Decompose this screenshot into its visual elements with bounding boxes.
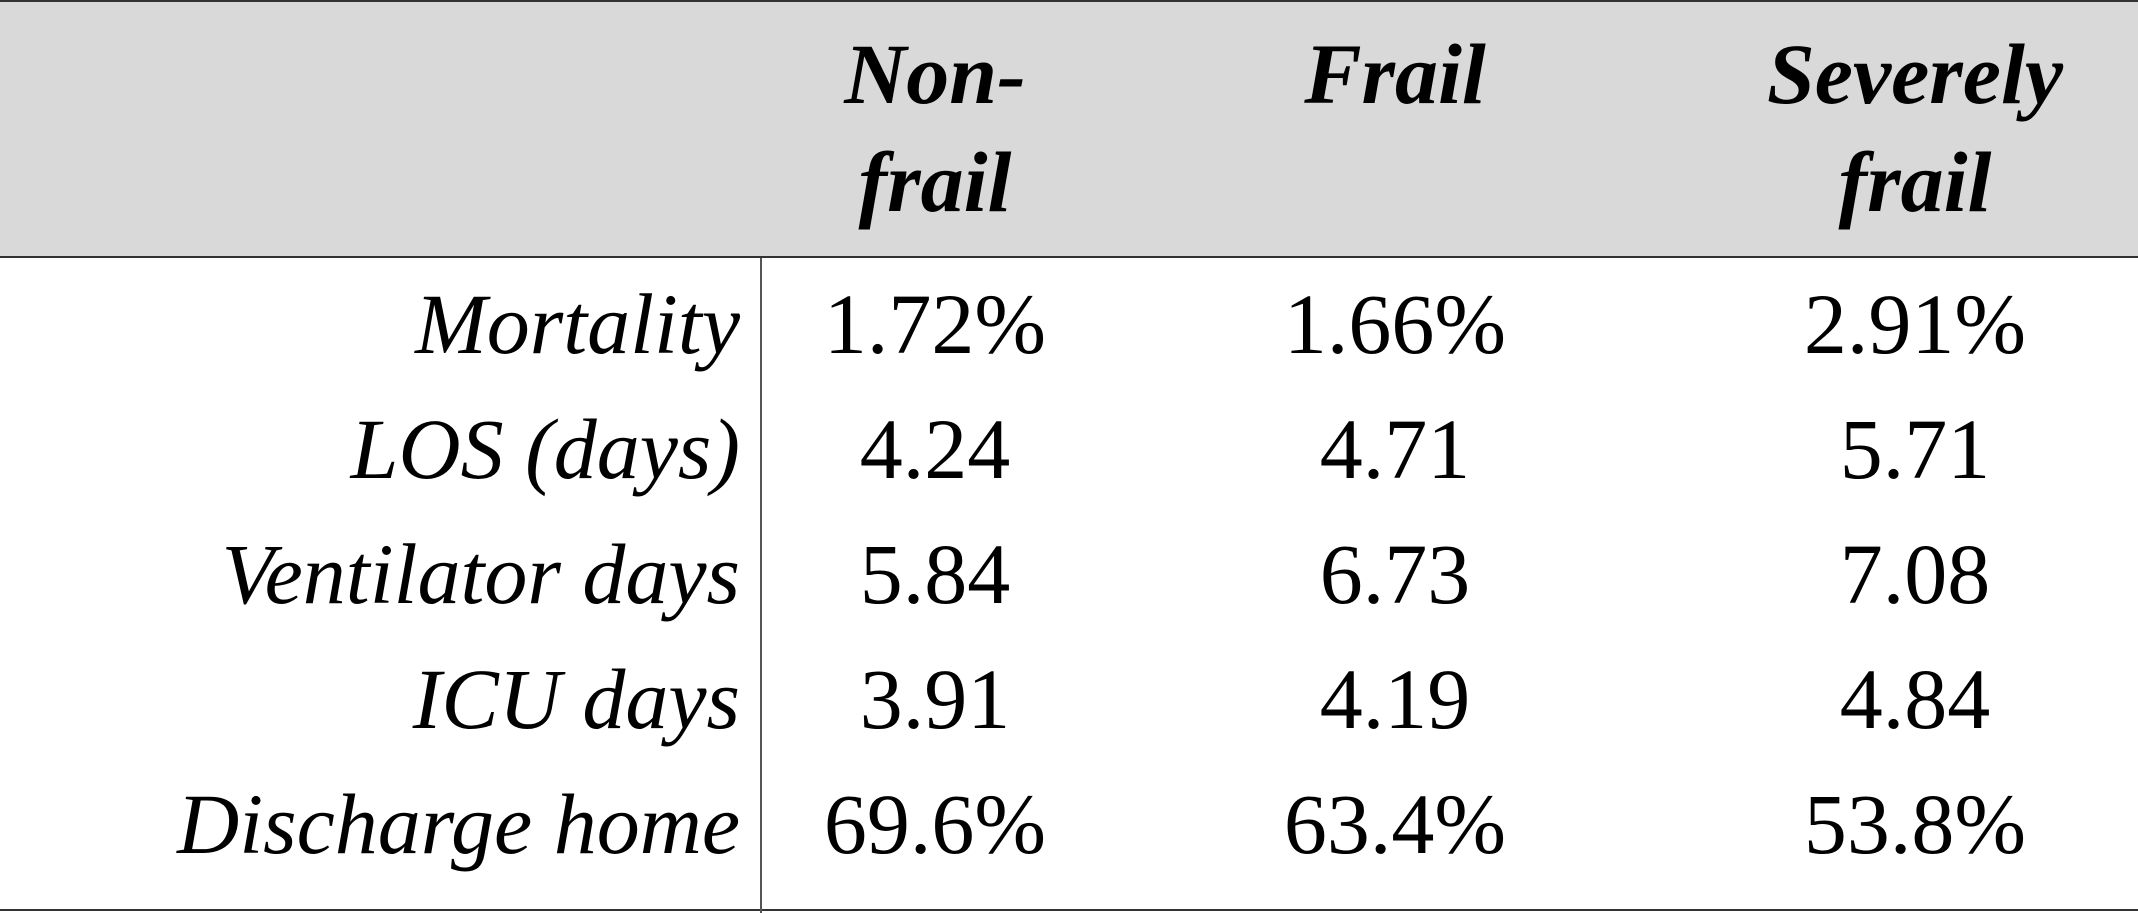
table-cell: 4.71 [1319, 401, 1471, 497]
column-header-line: Frail [1304, 26, 1486, 122]
row-label: ICU days [412, 651, 740, 747]
row-label: Ventilator days [221, 526, 740, 622]
table-row-discharge-home: Discharge home 69.6% 63.4% 53.8% [0, 762, 2138, 887]
table-cell: 4.19 [1319, 651, 1471, 747]
table-cell: 5.84 [859, 526, 1011, 622]
column-header-non-frail: Non- frail [770, 20, 1100, 236]
table-cell: 3.91 [859, 651, 1011, 747]
table-header: Non- frail Frail Severely frail [0, 2, 2138, 258]
table-row-los: LOS (days) 4.24 4.71 5.71 [0, 387, 2138, 512]
row-label: Discharge home [177, 776, 740, 872]
table-cell: 63.4% [1283, 776, 1507, 872]
table-cell: 4.24 [859, 401, 1011, 497]
table-cell: 69.6% [823, 776, 1047, 872]
table-cell: 1.72% [823, 276, 1047, 372]
column-divider [760, 258, 762, 913]
table-cell: 5.71 [1839, 401, 1991, 497]
column-header-line: frail [1838, 134, 1992, 230]
column-header-frail: Frail [1230, 20, 1560, 128]
column-header-line: Non- [844, 26, 1026, 122]
table-cell: 1.66% [1283, 276, 1507, 372]
row-label: Mortality [415, 276, 740, 372]
table-row-ventilator-days: Ventilator days 5.84 6.73 7.08 [0, 512, 2138, 637]
column-header-line: frail [858, 134, 1012, 230]
table-cell: 2.91% [1803, 276, 2027, 372]
table-cell: 53.8% [1803, 776, 2027, 872]
table-cell: 7.08 [1839, 526, 1991, 622]
table-row-mortality: Mortality 1.72% 1.66% 2.91% [0, 262, 2138, 387]
table-cell: 6.73 [1319, 526, 1471, 622]
table-cell: 4.84 [1839, 651, 1991, 747]
table-row-icu-days: ICU days 3.91 4.19 4.84 [0, 637, 2138, 762]
column-header-line: Severely [1766, 26, 2064, 122]
column-header-severely-frail: Severely frail [1745, 20, 2085, 236]
row-label: LOS (days) [350, 401, 740, 497]
